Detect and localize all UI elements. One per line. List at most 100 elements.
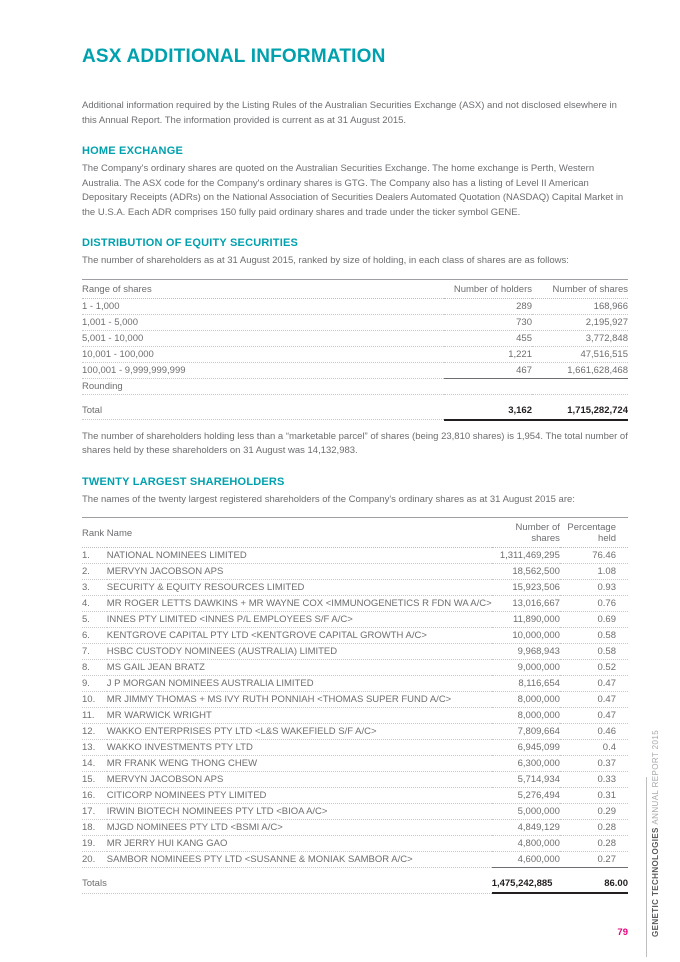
page-content: ASX ADDITIONAL INFORMATION Additional in… <box>82 46 628 894</box>
shareholders-paragraph: The names of the twenty largest register… <box>82 493 575 505</box>
table-cell: 6,945,099 <box>491 739 560 756</box>
page-title: ASX ADDITIONAL INFORMATION <box>82 46 386 67</box>
table-cell: MJGD NOMINEES PTY LTD <BSMI A/C> <box>106 819 492 836</box>
table-cell: 0.28 <box>559 835 628 852</box>
table-row: 4. MR ROGER LETTS DAWKINS + MR WAYNE COX … <box>82 595 628 612</box>
table-cell: 20. <box>82 851 107 868</box>
table-cell: 18,562,500 <box>491 563 560 580</box>
table-cell: 8,000,000 <box>491 707 560 724</box>
table-cell: WAKKO INVESTMENTS PTY LTD <box>106 739 492 756</box>
table-cell: MS GAIL JEAN BRATZ <box>106 659 492 676</box>
table-cell: 1 - 1,000 <box>82 298 444 315</box>
shareholders-table: Rank Name Number of shares Percentage he… <box>82 517 628 894</box>
table-cell: 76.46 <box>559 547 628 564</box>
sidebar-vertical-text: GENETIC TECHNOLOGIES ANNUAL REPORT 2015 <box>649 730 663 937</box>
table-cell: 5. <box>82 611 107 628</box>
table-cell: 16. <box>82 787 107 804</box>
table-cell: 8,000,000 <box>491 691 560 708</box>
table-cell: 10,001 - 100,000 <box>82 346 444 363</box>
column-header-percentage-held: Percentage held <box>559 517 628 548</box>
table-cell: 0.47 <box>559 675 628 692</box>
distribution-table-header-row: Range of shares Number of holders Number… <box>82 279 628 299</box>
table-row: 7. HSBC CUSTODY NOMINEES (AUSTRALIA) LIMI… <box>82 643 628 660</box>
table-cell: MR JIMMY THOMAS + MS IVY RUTH PONNIAH <T… <box>106 691 492 708</box>
table-cell: 12. <box>82 723 107 740</box>
table-cell: 13. <box>82 739 107 756</box>
shareholders-table-body: 1. NATIONAL NOMINEES LIMITED 1,311,469,295… <box>82 547 628 868</box>
sidebar-divider-line <box>646 777 647 957</box>
table-row: 3. SECURITY & EQUITY RESOURCES LIMITED 15,… <box>82 579 628 596</box>
table-cell: 2. <box>82 563 107 580</box>
table-cell: 5,000,000 <box>491 803 560 820</box>
table-row: 11. MR WARWICK WRIGHT 8,000,000 0.47 <box>82 707 628 724</box>
table-row: 16. CITICORP NOMINEES PTY LIMITED 5,276,49… <box>82 787 628 804</box>
table-cell: 0.76 <box>559 595 628 612</box>
distribution-paragraph: The number of shareholders as at 31 Augu… <box>82 255 569 266</box>
column-header-number-of-shares: Number of shares <box>532 279 628 299</box>
table-cell: 1,661,628,468 <box>532 362 628 379</box>
table-row: 8. MS GAIL JEAN BRATZ 9,000,000 0.52 <box>82 659 628 676</box>
table-cell: SAMBOR NOMINEES PTY LTD <SUSANNE & MONIA… <box>106 851 492 868</box>
table-cell: 0.93 <box>559 579 628 596</box>
table-cell: WAKKO ENTERPRISES PTY LTD <L&S WAKEFIELD… <box>106 723 492 740</box>
distribution-table-body: 1 - 1,000 289 168,966 1,001 - 5,000 730 2,195… <box>82 298 628 395</box>
table-cell <box>532 378 628 395</box>
table-cell: 1. <box>82 547 107 564</box>
table-cell: 0.47 <box>559 707 628 724</box>
distribution-table: Range of shares Number of holders Number… <box>82 278 628 421</box>
table-cell: KENTGROVE CAPITAL PTY LTD <KENTGROVE CAP… <box>106 627 492 644</box>
table-cell: 0.27 <box>559 851 628 868</box>
column-header-number-of-holders: Number of holders <box>444 279 532 299</box>
table-cell: 17. <box>82 803 107 820</box>
table-cell: 168,966 <box>532 298 628 315</box>
total-shares: 1,715,282,724 <box>532 394 628 421</box>
sidebar-report-text: ANNUAL REPORT 2015 <box>651 729 660 825</box>
table-row: 5. INNES PTY LIMITED <INNES P/L EMPLOYEES… <box>82 611 628 628</box>
table-row: Rounding <box>82 378 628 395</box>
table-row: 1,001 - 5,000 730 2,195,927 <box>82 314 628 331</box>
table-row: 13. WAKKO INVESTMENTS PTY LTD 6,945,099 0.4 <box>82 739 628 756</box>
table-cell: 1.08 <box>559 563 628 580</box>
table-cell: 8,116,654 <box>491 675 560 692</box>
section-heading-shareholders: TWENTY LARGEST SHAREHOLDERS <box>82 475 285 488</box>
table-row: 18. MJGD NOMINEES PTY LTD <BSMI A/C> 4,849… <box>82 819 628 836</box>
table-row: 9. J P MORGAN NOMINEES AUSTRALIA LIMITED 8… <box>82 675 628 692</box>
sidebar-brand-text: GENETIC TECHNOLOGIES <box>651 827 660 937</box>
table-cell: 15. <box>82 771 107 788</box>
table-cell: 289 <box>444 298 532 315</box>
table-cell: MR FRANK WENG THONG CHEW <box>106 755 492 772</box>
table-cell: 5,001 - 10,000 <box>82 330 444 347</box>
table-cell: 1,221 <box>444 346 532 363</box>
table-cell: 1,311,469,295 <box>491 547 560 564</box>
table-row: 1 - 1,000 289 168,966 <box>82 298 628 315</box>
table-row: 6. KENTGROVE CAPITAL PTY LTD <KENTGROVE C… <box>82 627 628 644</box>
table-cell: 467 <box>444 362 532 379</box>
total-holders: 3,162 <box>444 394 532 421</box>
intro-paragraph: Additional information required by the L… <box>82 100 617 126</box>
table-cell: 9,968,943 <box>491 643 560 660</box>
page-number: 79 <box>617 927 628 938</box>
table-cell: 0.52 <box>559 659 628 676</box>
table-cell: 11. <box>82 707 107 724</box>
table-cell: SECURITY & EQUITY RESOURCES LIMITED <box>106 579 492 596</box>
column-header-number-of-shares: Number of shares <box>491 517 560 548</box>
marketable-parcel-note: The number of shareholders holding less … <box>82 430 628 457</box>
table-cell: 0.47 <box>559 691 628 708</box>
table-cell: 47,516,515 <box>532 346 628 363</box>
table-cell: 0.33 <box>559 771 628 788</box>
table-cell: 14. <box>82 755 107 772</box>
distribution-total-row: Total 3,162 1,715,282,724 <box>82 394 628 421</box>
table-cell: MR JERRY HUI KANG GAO <box>106 835 492 852</box>
table-cell: 4,600,000 <box>491 851 560 868</box>
table-row: 12. WAKKO ENTERPRISES PTY LTD <L&S WAKEFI… <box>82 723 628 740</box>
table-cell: 13,016,667 <box>491 595 560 612</box>
table-row: 1. NATIONAL NOMINEES LIMITED 1,311,469,295… <box>82 547 628 564</box>
table-cell: MERVYN JACOBSON APS <box>106 771 492 788</box>
table-cell: 3. <box>82 579 107 596</box>
total-label: Total <box>82 394 444 420</box>
table-row: 14. MR FRANK WENG THONG CHEW 6,300,000 0.37 <box>82 755 628 772</box>
table-cell: NATIONAL NOMINEES LIMITED <box>106 547 492 564</box>
table-cell: INNES PTY LIMITED <INNES P/L EMPLOYEES S… <box>106 611 492 628</box>
table-row: 19. MR JERRY HUI KANG GAO 4,800,000 0.28 <box>82 835 628 852</box>
